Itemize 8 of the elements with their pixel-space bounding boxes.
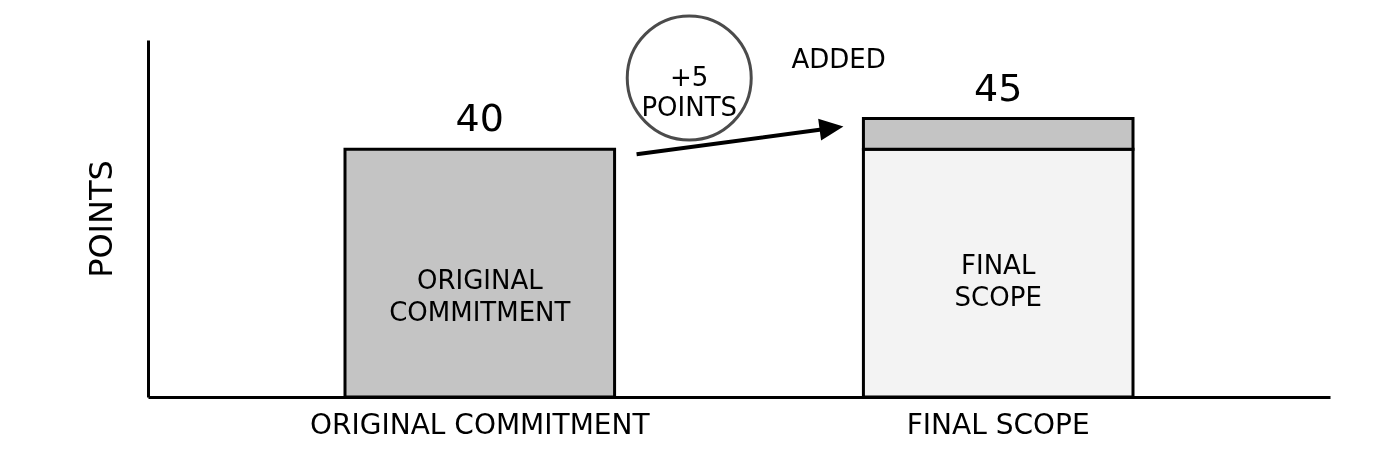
y-axis-title: POINTS	[641, 92, 738, 122]
annotation: FINAL SCOPE	[954, 250, 1042, 313]
text: +5	[670, 62, 709, 92]
annotation: 45	[974, 65, 1023, 110]
annotation: ORIGINAL COMMITMENT	[389, 264, 571, 327]
text: ADDED	[791, 44, 886, 74]
annotation: 40	[455, 96, 504, 141]
text: POINTS	[81, 160, 120, 278]
